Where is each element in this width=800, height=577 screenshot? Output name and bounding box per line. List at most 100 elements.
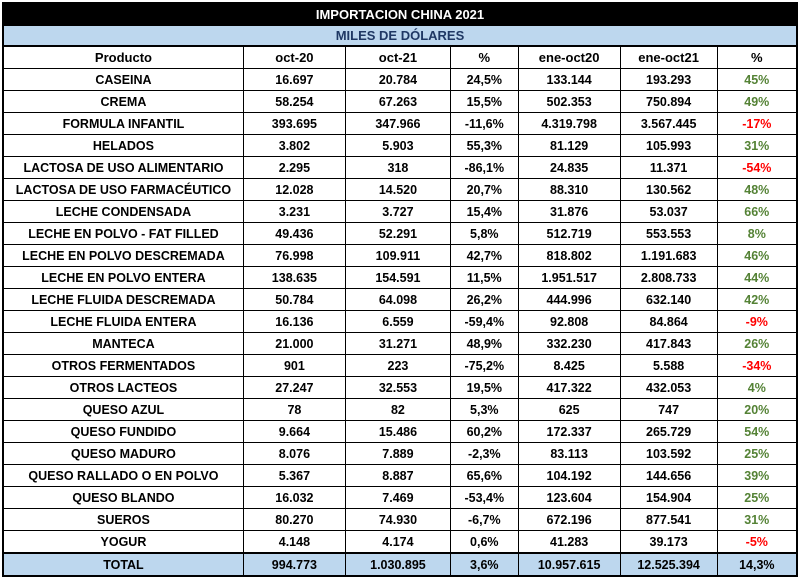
value-cell: 84.864 xyxy=(619,310,718,333)
value-cell: 8.887 xyxy=(344,464,451,487)
column-header-eneoct20: ene-oct20 xyxy=(517,45,621,69)
value-cell: 105.993 xyxy=(619,134,718,157)
table-row: CREMA 58.254 67.263 15,5% 502.353 750.894 49% xyxy=(2,90,798,113)
subtitle-row: MILES DE DÓLARES xyxy=(2,24,798,47)
value-cell: 83.113 xyxy=(517,442,621,465)
value-cell: 8.076 xyxy=(242,442,346,465)
product-cell: LECHE EN POLVO ENTERA xyxy=(2,266,244,289)
column-header-oct20: oct-20 xyxy=(242,45,346,69)
pct-ytd-cell: 46% xyxy=(716,244,798,267)
table-row: QUESO AZUL 78 82 5,3% 625 747 20% xyxy=(2,398,798,421)
value-cell: 154.904 xyxy=(619,486,718,509)
table-row: LECHE CONDENSADA 3.231 3.727 15,4% 31.876 53.… xyxy=(2,200,798,223)
value-cell: 750.894 xyxy=(619,90,718,113)
value-cell: 3.567.445 xyxy=(619,112,718,135)
value-cell: 265.729 xyxy=(619,420,718,443)
value-cell: 24.835 xyxy=(517,156,621,179)
table-row: CASEINA 16.697 20.784 24,5% 133.144 193.293 45… xyxy=(2,68,798,91)
pct-ytd-cell: 25% xyxy=(716,442,798,465)
value-cell: 877.541 xyxy=(619,508,718,531)
value-cell: 747 xyxy=(619,398,718,421)
value-cell: 92.808 xyxy=(517,310,621,333)
value-cell: 432.053 xyxy=(619,376,718,399)
pct-ytd-cell: -54% xyxy=(716,156,798,179)
table-row: LECHE FLUIDA ENTERA 16.136 6.559 -59,4% 92.8… xyxy=(2,310,798,333)
value-cell: 7.469 xyxy=(344,486,451,509)
table-row: LECHE EN POLVO DESCREMADA 76.998 109.911 42… xyxy=(2,244,798,267)
value-cell: 3.727 xyxy=(344,200,451,223)
value-cell: 347.966 xyxy=(344,112,451,135)
pct-ytd-cell: 4% xyxy=(716,376,798,399)
pct-ytd-cell: 26% xyxy=(716,332,798,355)
value-cell: 78 xyxy=(242,398,346,421)
pct-ytd-cell: 20% xyxy=(716,398,798,421)
value-cell: 81.129 xyxy=(517,134,621,157)
table-row: LACTOSA DE USO ALIMENTARIO 2.295 318 -86,1%… xyxy=(2,156,798,179)
value-cell: 67.263 xyxy=(344,90,451,113)
table-row: SUEROS 80.270 74.930 -6,7% 672.196 877.541 31% xyxy=(2,508,798,531)
value-cell: 4.174 xyxy=(344,530,451,554)
pct-ytd-cell: 14,3% xyxy=(716,552,798,577)
value-cell: 9.664 xyxy=(242,420,346,443)
value-cell: 123.604 xyxy=(517,486,621,509)
pct-ytd-cell: 8% xyxy=(716,222,798,245)
product-cell: LACTOSA DE USO ALIMENTARIO xyxy=(2,156,244,179)
value-cell: -59,4% xyxy=(449,310,519,333)
value-cell: 14.520 xyxy=(344,178,451,201)
value-cell: 994.773 xyxy=(242,552,346,577)
pct-ytd-cell: 66% xyxy=(716,200,798,223)
product-cell: LECHE CONDENSADA xyxy=(2,200,244,223)
value-cell: 7.889 xyxy=(344,442,451,465)
product-cell: OTROS FERMENTADOS xyxy=(2,354,244,377)
value-cell: 58.254 xyxy=(242,90,346,113)
value-cell: 553.553 xyxy=(619,222,718,245)
product-cell: LECHE EN POLVO DESCREMADA xyxy=(2,244,244,267)
value-cell: 31.271 xyxy=(344,332,451,355)
value-cell: 8.425 xyxy=(517,354,621,377)
value-cell: 1.030.895 xyxy=(344,552,451,577)
product-cell: LECHE EN POLVO - FAT FILLED xyxy=(2,222,244,245)
product-cell: YOGUR xyxy=(2,530,244,554)
pct-ytd-cell: 25% xyxy=(716,486,798,509)
table-row: LECHE EN POLVO - FAT FILLED 49.436 52.291 5… xyxy=(2,222,798,245)
value-cell: 4.148 xyxy=(242,530,346,554)
value-cell: 3.231 xyxy=(242,200,346,223)
value-cell: 15,4% xyxy=(449,200,519,223)
value-cell: 19,5% xyxy=(449,376,519,399)
table-row: MANTECA 21.000 31.271 48,9% 332.230 417.843 26… xyxy=(2,332,798,355)
value-cell: 32.553 xyxy=(344,376,451,399)
pct-ytd-cell: -34% xyxy=(716,354,798,377)
value-cell: 16.032 xyxy=(242,486,346,509)
value-cell: 144.656 xyxy=(619,464,718,487)
pct-ytd-cell: 48% xyxy=(716,178,798,201)
table-row: QUESO BLANDO 16.032 7.469 -53,4% 123.604 154.… xyxy=(2,486,798,509)
value-cell: 48,9% xyxy=(449,332,519,355)
table-footer: TOTAL 994.773 1.030.895 3,6% 10.957.615 12.52… xyxy=(2,552,798,577)
value-cell: 4.319.798 xyxy=(517,112,621,135)
product-cell: FORMULA INFANTIL xyxy=(2,112,244,135)
value-cell: -53,4% xyxy=(449,486,519,509)
value-cell: -86,1% xyxy=(449,156,519,179)
value-cell: 39.173 xyxy=(619,530,718,554)
value-cell: 24,5% xyxy=(449,68,519,91)
value-cell: 55,3% xyxy=(449,134,519,157)
value-cell: 41.283 xyxy=(517,530,621,554)
value-cell: 502.353 xyxy=(517,90,621,113)
pct-ytd-cell: 49% xyxy=(716,90,798,113)
value-cell: 20.784 xyxy=(344,68,451,91)
column-header-pct-month: % xyxy=(449,45,519,69)
value-cell: 193.293 xyxy=(619,68,718,91)
pct-ytd-cell: 44% xyxy=(716,266,798,289)
header-row: Producto oct-20 oct-21 % ene-oct20 ene-o… xyxy=(2,45,798,69)
pct-ytd-cell: 45% xyxy=(716,68,798,91)
value-cell: 2.295 xyxy=(242,156,346,179)
value-cell: 109.911 xyxy=(344,244,451,267)
product-cell: LECHE FLUIDA DESCREMADA xyxy=(2,288,244,311)
value-cell: 82 xyxy=(344,398,451,421)
value-cell: 20,7% xyxy=(449,178,519,201)
table-row: LECHE FLUIDA DESCREMADA 50.784 64.098 26,2%… xyxy=(2,288,798,311)
value-cell: 318 xyxy=(344,156,451,179)
value-cell: 42,7% xyxy=(449,244,519,267)
table-row: HELADOS 3.802 5.903 55,3% 81.129 105.993 31% xyxy=(2,134,798,157)
